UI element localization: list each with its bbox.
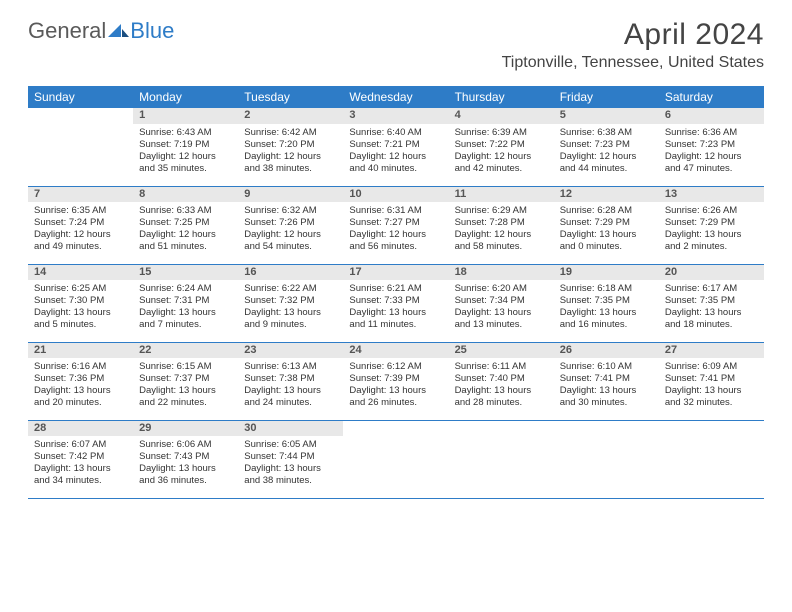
day-cell: Sunrise: 6:12 AM Sunset: 7:39 PM Dayligh… [343, 358, 448, 420]
col-mon: Monday [133, 86, 238, 108]
daynum-row: 78910111213 [28, 186, 764, 202]
header: General Blue April 2024 Tiptonville, Ten… [0, 0, 792, 78]
month-title: April 2024 [502, 18, 764, 52]
day-content-row: Sunrise: 6:16 AM Sunset: 7:36 PM Dayligh… [28, 358, 764, 420]
day-cell: Sunrise: 6:28 AM Sunset: 7:29 PM Dayligh… [554, 202, 659, 264]
day-number [554, 420, 659, 436]
location-text: Tiptonville, Tennessee, United States [502, 54, 764, 72]
day-number: 11 [449, 186, 554, 202]
day-cell: Sunrise: 6:39 AM Sunset: 7:22 PM Dayligh… [449, 124, 554, 186]
day-number: 21 [28, 342, 133, 358]
logo: General Blue [28, 18, 174, 44]
day-cell: Sunrise: 6:35 AM Sunset: 7:24 PM Dayligh… [28, 202, 133, 264]
day-cell: Sunrise: 6:26 AM Sunset: 7:29 PM Dayligh… [659, 202, 764, 264]
day-number: 17 [343, 264, 448, 280]
day-number: 3 [343, 108, 448, 124]
day-cell: Sunrise: 6:17 AM Sunset: 7:35 PM Dayligh… [659, 280, 764, 342]
day-number: 20 [659, 264, 764, 280]
day-number: 10 [343, 186, 448, 202]
day-cell: Sunrise: 6:43 AM Sunset: 7:19 PM Dayligh… [133, 124, 238, 186]
day-cell: Sunrise: 6:38 AM Sunset: 7:23 PM Dayligh… [554, 124, 659, 186]
day-number: 15 [133, 264, 238, 280]
day-cell: Sunrise: 6:25 AM Sunset: 7:30 PM Dayligh… [28, 280, 133, 342]
day-number: 12 [554, 186, 659, 202]
day-number: 24 [343, 342, 448, 358]
logo-text-general: General [28, 18, 106, 44]
day-cell: Sunrise: 6:24 AM Sunset: 7:31 PM Dayligh… [133, 280, 238, 342]
logo-text-blue: Blue [130, 18, 174, 44]
day-cell [343, 436, 448, 498]
day-cell: Sunrise: 6:40 AM Sunset: 7:21 PM Dayligh… [343, 124, 448, 186]
day-cell: Sunrise: 6:18 AM Sunset: 7:35 PM Dayligh… [554, 280, 659, 342]
day-cell: Sunrise: 6:09 AM Sunset: 7:41 PM Dayligh… [659, 358, 764, 420]
calendar-table: Sunday Monday Tuesday Wednesday Thursday… [28, 86, 764, 499]
col-wed: Wednesday [343, 86, 448, 108]
daynum-row: 21222324252627 [28, 342, 764, 358]
day-content-row: Sunrise: 6:35 AM Sunset: 7:24 PM Dayligh… [28, 202, 764, 264]
day-cell: Sunrise: 6:07 AM Sunset: 7:42 PM Dayligh… [28, 436, 133, 498]
day-content-row: Sunrise: 6:43 AM Sunset: 7:19 PM Dayligh… [28, 124, 764, 186]
daynum-row: 282930 [28, 420, 764, 436]
day-cell: Sunrise: 6:21 AM Sunset: 7:33 PM Dayligh… [343, 280, 448, 342]
day-cell: Sunrise: 6:33 AM Sunset: 7:25 PM Dayligh… [133, 202, 238, 264]
day-content-row: Sunrise: 6:07 AM Sunset: 7:42 PM Dayligh… [28, 436, 764, 498]
col-sat: Saturday [659, 86, 764, 108]
day-number: 22 [133, 342, 238, 358]
day-cell: Sunrise: 6:20 AM Sunset: 7:34 PM Dayligh… [449, 280, 554, 342]
col-fri: Friday [554, 86, 659, 108]
col-tue: Tuesday [238, 86, 343, 108]
day-number [659, 420, 764, 436]
day-number: 9 [238, 186, 343, 202]
day-number: 27 [659, 342, 764, 358]
day-number: 14 [28, 264, 133, 280]
day-number: 29 [133, 420, 238, 436]
day-number: 16 [238, 264, 343, 280]
day-number: 8 [133, 186, 238, 202]
day-cell: Sunrise: 6:22 AM Sunset: 7:32 PM Dayligh… [238, 280, 343, 342]
day-number: 30 [238, 420, 343, 436]
day-number [28, 108, 133, 124]
day-number: 26 [554, 342, 659, 358]
day-header-row: Sunday Monday Tuesday Wednesday Thursday… [28, 86, 764, 108]
day-number: 13 [659, 186, 764, 202]
day-number: 23 [238, 342, 343, 358]
day-cell: Sunrise: 6:29 AM Sunset: 7:28 PM Dayligh… [449, 202, 554, 264]
day-cell [28, 124, 133, 186]
day-cell: Sunrise: 6:31 AM Sunset: 7:27 PM Dayligh… [343, 202, 448, 264]
title-block: April 2024 Tiptonville, Tennessee, Unite… [502, 18, 764, 72]
day-cell: Sunrise: 6:16 AM Sunset: 7:36 PM Dayligh… [28, 358, 133, 420]
day-cell: Sunrise: 6:42 AM Sunset: 7:20 PM Dayligh… [238, 124, 343, 186]
day-number: 18 [449, 264, 554, 280]
day-cell: Sunrise: 6:32 AM Sunset: 7:26 PM Dayligh… [238, 202, 343, 264]
day-cell: Sunrise: 6:05 AM Sunset: 7:44 PM Dayligh… [238, 436, 343, 498]
day-number: 6 [659, 108, 764, 124]
day-cell: Sunrise: 6:36 AM Sunset: 7:23 PM Dayligh… [659, 124, 764, 186]
day-number: 4 [449, 108, 554, 124]
col-thu: Thursday [449, 86, 554, 108]
day-number: 5 [554, 108, 659, 124]
day-cell [449, 436, 554, 498]
daynum-row: 123456 [28, 108, 764, 124]
col-sun: Sunday [28, 86, 133, 108]
day-number [449, 420, 554, 436]
day-cell: Sunrise: 6:11 AM Sunset: 7:40 PM Dayligh… [449, 358, 554, 420]
day-cell: Sunrise: 6:13 AM Sunset: 7:38 PM Dayligh… [238, 358, 343, 420]
day-content-row: Sunrise: 6:25 AM Sunset: 7:30 PM Dayligh… [28, 280, 764, 342]
day-cell [554, 436, 659, 498]
day-number: 25 [449, 342, 554, 358]
day-number: 2 [238, 108, 343, 124]
day-number: 19 [554, 264, 659, 280]
day-number [343, 420, 448, 436]
logo-sail-icon [108, 18, 130, 44]
day-number: 7 [28, 186, 133, 202]
day-cell [659, 436, 764, 498]
daynum-row: 14151617181920 [28, 264, 764, 280]
day-number: 1 [133, 108, 238, 124]
day-number: 28 [28, 420, 133, 436]
day-cell: Sunrise: 6:10 AM Sunset: 7:41 PM Dayligh… [554, 358, 659, 420]
day-cell: Sunrise: 6:15 AM Sunset: 7:37 PM Dayligh… [133, 358, 238, 420]
day-cell: Sunrise: 6:06 AM Sunset: 7:43 PM Dayligh… [133, 436, 238, 498]
